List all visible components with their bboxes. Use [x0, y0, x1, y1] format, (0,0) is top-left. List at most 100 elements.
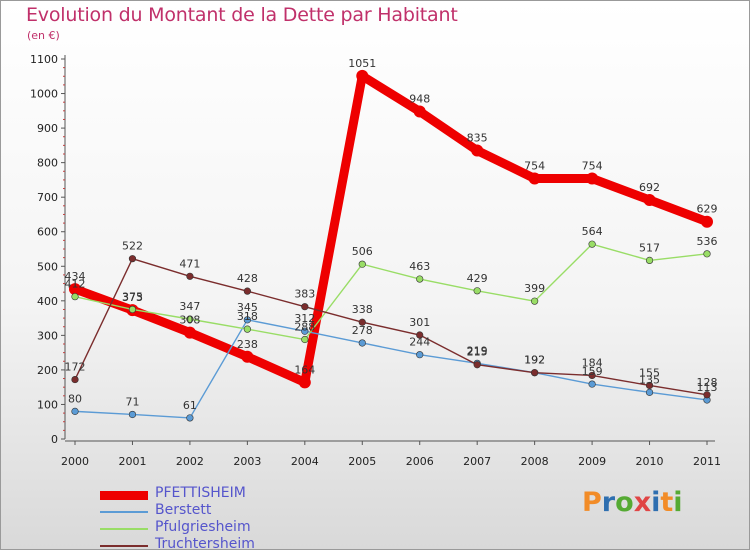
data-label: 184 — [582, 356, 603, 369]
series-line-truchtersheim — [74, 257, 708, 396]
data-point — [701, 215, 713, 228]
y-tick-label: 800 — [37, 157, 58, 170]
data-label: 522 — [122, 240, 143, 253]
x-tick-label: 2007 — [463, 455, 491, 468]
data-point — [243, 325, 251, 333]
data-label: 373 — [122, 291, 143, 304]
data-label: 80 — [68, 392, 82, 405]
x-tick-label: 2009 — [578, 455, 606, 468]
logo-letter: i — [651, 487, 661, 518]
data-point — [69, 283, 81, 296]
data-label: 948 — [409, 93, 430, 106]
data-point — [356, 69, 369, 82]
data-label: 506 — [352, 245, 373, 258]
data-label: 278 — [352, 324, 373, 337]
data-label: 288 — [294, 321, 315, 334]
legend-swatch — [100, 528, 148, 530]
data-point — [416, 275, 424, 283]
data-point — [128, 305, 137, 314]
data-label: 835 — [467, 132, 488, 145]
data-label: 412 — [65, 278, 86, 291]
data-label: 155 — [639, 366, 660, 379]
data-label: 692 — [639, 181, 660, 194]
data-label: 429 — [467, 272, 488, 285]
data-point — [588, 371, 596, 380]
data-point — [183, 326, 196, 339]
data-point — [703, 391, 711, 399]
data-point — [645, 256, 654, 265]
data-label: 301 — [409, 316, 430, 329]
data-point — [471, 144, 484, 157]
data-label: 471 — [179, 257, 200, 270]
data-point — [531, 369, 539, 377]
data-label: 61 — [183, 399, 197, 412]
data-label: 383 — [294, 288, 315, 301]
series-line-berstett — [74, 319, 708, 419]
data-label: 345 — [237, 301, 258, 314]
data-point — [358, 260, 366, 268]
data-label: 113 — [697, 381, 718, 394]
data-point — [186, 414, 194, 422]
data-point — [298, 376, 311, 389]
y-tick-label: 200 — [37, 364, 58, 377]
data-point — [586, 172, 599, 185]
data-point — [358, 318, 366, 326]
data-label: 164 — [294, 363, 315, 376]
data-label: 238 — [237, 338, 258, 351]
x-tick-label: 2000 — [61, 455, 89, 468]
data-point — [243, 316, 251, 324]
logo-letter: o — [615, 487, 634, 518]
data-point — [71, 293, 79, 301]
proxiti-logo: Proxiti — [582, 487, 683, 518]
legend-swatch — [100, 490, 148, 500]
x-tick-label: 2008 — [521, 455, 549, 468]
y-tick-label: 900 — [37, 122, 58, 135]
data-label: 135 — [639, 373, 660, 386]
data-label: 192 — [524, 354, 545, 367]
data-point — [473, 287, 481, 295]
data-point — [241, 350, 254, 363]
data-point — [301, 327, 309, 335]
data-label: 754 — [524, 160, 545, 173]
data-point — [416, 331, 424, 339]
logo-letter: x — [633, 487, 652, 518]
legend-swatch — [100, 511, 148, 513]
data-label: 159 — [582, 365, 603, 378]
y-tick-label: 400 — [37, 295, 58, 308]
data-point — [128, 255, 137, 263]
data-label: 215 — [467, 346, 488, 359]
data-label: 128 — [697, 376, 718, 389]
y-tick-label: 1100 — [30, 53, 58, 66]
data-point — [588, 240, 596, 248]
data-point — [528, 172, 541, 185]
x-tick-label: 2006 — [406, 455, 434, 468]
data-label: 428 — [237, 272, 258, 285]
data-label: 192 — [524, 354, 545, 367]
data-point — [588, 380, 596, 388]
logo-letter: P — [582, 487, 602, 518]
data-point — [243, 287, 251, 295]
data-point — [71, 407, 79, 415]
legend-swatch — [100, 545, 148, 547]
data-label: 375 — [122, 290, 143, 303]
data-label: 308 — [179, 314, 200, 327]
y-tick-label: 700 — [37, 191, 58, 204]
data-point — [531, 297, 539, 305]
data-label: 463 — [409, 260, 430, 273]
data-point — [416, 351, 424, 359]
legend-label: Berstett — [155, 502, 212, 518]
data-label: 244 — [409, 336, 430, 349]
data-point — [71, 375, 79, 384]
data-point — [186, 315, 194, 323]
data-label: 399 — [524, 282, 545, 295]
x-tick-label: 2003 — [233, 455, 261, 468]
data-label: 517 — [639, 241, 660, 254]
logo-letter: i — [673, 487, 683, 518]
y-tick-label: 500 — [37, 260, 58, 273]
data-point — [128, 410, 137, 419]
logo-letter: t — [660, 487, 674, 518]
data-label: 172 — [65, 361, 86, 374]
data-label: 434 — [65, 270, 86, 283]
y-tick-label: 1000 — [30, 88, 58, 101]
